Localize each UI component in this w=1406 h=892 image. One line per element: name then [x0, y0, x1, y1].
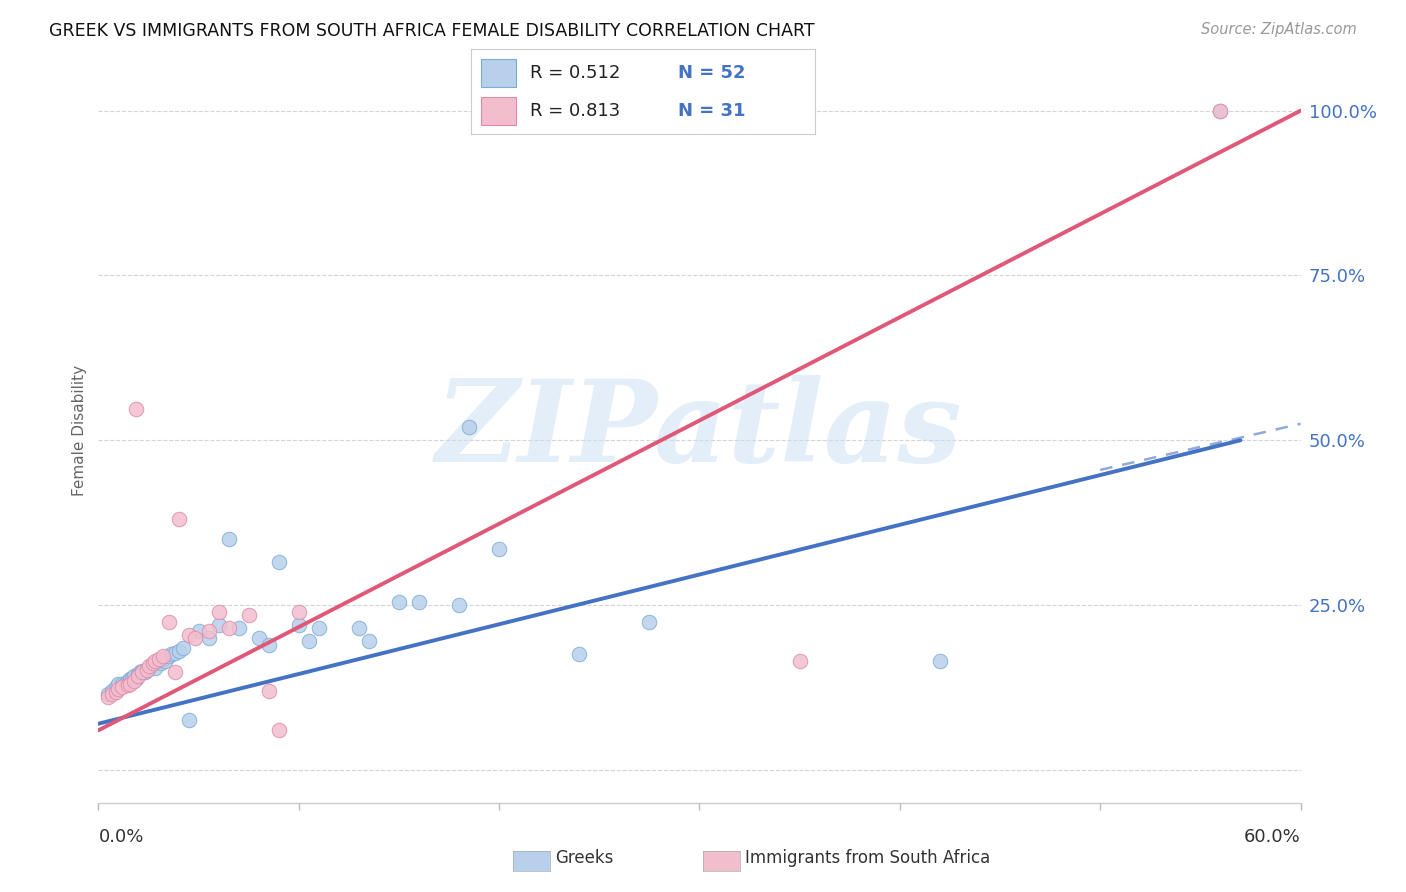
- Point: [267, 723, 290, 738]
- Point: [148, 654, 170, 668]
- Point: [111, 677, 134, 691]
- Point: [238, 607, 260, 622]
- Point: [125, 672, 148, 686]
- Text: Immigrants from South Africa: Immigrants from South Africa: [745, 849, 990, 867]
- Point: [134, 665, 156, 680]
- Point: [128, 669, 150, 683]
- Point: [124, 673, 146, 688]
- FancyBboxPatch shape: [481, 59, 516, 87]
- Point: [257, 638, 280, 652]
- Point: [138, 658, 160, 673]
- Point: [163, 646, 186, 660]
- Point: [157, 649, 180, 664]
- Point: [357, 634, 380, 648]
- Point: [388, 595, 411, 609]
- Point: [208, 617, 231, 632]
- Point: [101, 687, 124, 701]
- Point: [114, 678, 136, 692]
- Point: [447, 598, 470, 612]
- Point: [172, 640, 194, 655]
- Point: [101, 683, 124, 698]
- Point: [197, 631, 219, 645]
- Point: [105, 685, 128, 699]
- Point: [1209, 103, 1232, 118]
- Point: [111, 681, 134, 695]
- Text: N = 52: N = 52: [678, 64, 745, 82]
- Text: 60.0%: 60.0%: [1244, 828, 1301, 846]
- Point: [568, 648, 591, 662]
- Point: [105, 681, 128, 695]
- Point: [167, 644, 190, 658]
- Point: [120, 677, 142, 691]
- Point: [157, 615, 180, 629]
- Point: [298, 634, 321, 648]
- Text: Greeks: Greeks: [555, 849, 614, 867]
- Point: [177, 628, 200, 642]
- Point: [152, 652, 174, 666]
- Point: [107, 677, 129, 691]
- Point: [789, 654, 811, 668]
- Point: [124, 669, 146, 683]
- Y-axis label: Female Disability: Female Disability: [72, 365, 87, 496]
- Text: Source: ZipAtlas.com: Source: ZipAtlas.com: [1201, 22, 1357, 37]
- Point: [129, 665, 152, 680]
- Point: [218, 621, 240, 635]
- Point: [117, 673, 139, 688]
- Text: 0.0%: 0.0%: [98, 828, 143, 846]
- Point: [257, 683, 280, 698]
- Point: [121, 671, 143, 685]
- Point: [183, 631, 205, 645]
- Point: [97, 690, 120, 705]
- Point: [125, 401, 148, 416]
- Point: [138, 661, 160, 675]
- Point: [177, 714, 200, 728]
- Point: [143, 654, 166, 668]
- FancyBboxPatch shape: [481, 97, 516, 126]
- Point: [1209, 103, 1232, 118]
- Point: [131, 664, 153, 678]
- Point: [347, 621, 370, 635]
- Point: [152, 649, 174, 664]
- Point: [163, 665, 186, 680]
- Point: [120, 672, 142, 686]
- Point: [128, 667, 150, 681]
- Point: [97, 687, 120, 701]
- Point: [228, 621, 250, 635]
- Point: [159, 648, 181, 662]
- Point: [197, 624, 219, 639]
- Point: [187, 624, 209, 639]
- Point: [131, 665, 153, 680]
- Point: [141, 657, 163, 672]
- Point: [247, 631, 270, 645]
- Point: [135, 663, 157, 677]
- Text: GREEK VS IMMIGRANTS FROM SOUTH AFRICA FEMALE DISABILITY CORRELATION CHART: GREEK VS IMMIGRANTS FROM SOUTH AFRICA FE…: [49, 22, 815, 40]
- Text: R = 0.512: R = 0.512: [530, 64, 620, 82]
- Point: [488, 542, 510, 557]
- Point: [149, 656, 172, 670]
- Point: [167, 512, 190, 526]
- Point: [139, 658, 162, 673]
- Point: [153, 654, 176, 668]
- Point: [218, 532, 240, 546]
- Point: [267, 555, 290, 569]
- Point: [308, 621, 330, 635]
- Point: [408, 595, 430, 609]
- Text: R = 0.813: R = 0.813: [530, 103, 620, 120]
- Point: [208, 605, 231, 619]
- Point: [288, 605, 311, 619]
- Point: [638, 615, 661, 629]
- Point: [148, 652, 170, 666]
- Point: [141, 656, 163, 670]
- Point: [135, 663, 157, 677]
- Point: [107, 682, 129, 697]
- Text: N = 31: N = 31: [678, 103, 745, 120]
- Point: [117, 678, 139, 692]
- Point: [458, 420, 481, 434]
- Point: [288, 617, 311, 632]
- Point: [929, 654, 952, 668]
- Point: [143, 661, 166, 675]
- Text: ZIPatlas: ZIPatlas: [436, 375, 963, 486]
